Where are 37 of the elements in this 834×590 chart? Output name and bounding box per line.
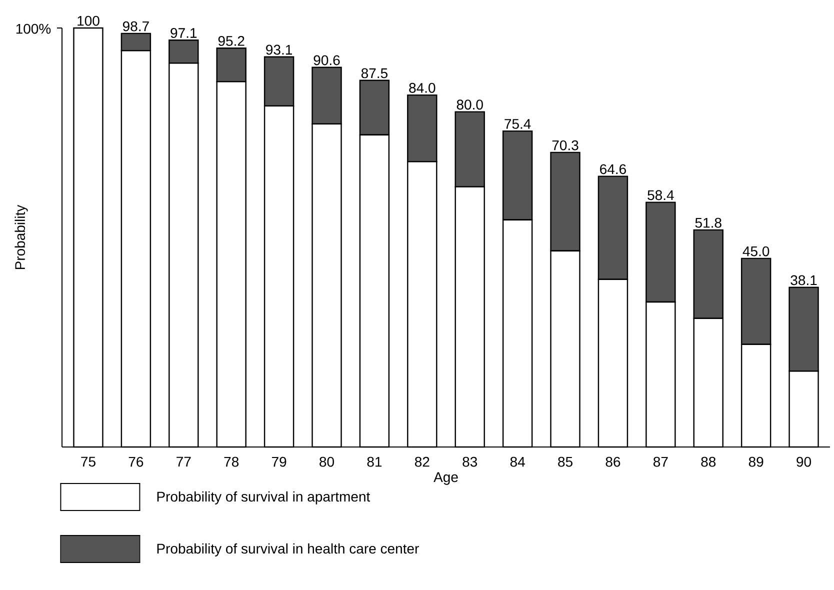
total-label: 70.3	[552, 140, 578, 150]
total-label: 64.6	[600, 164, 626, 174]
total-label: 90.6	[314, 55, 340, 66]
x-tick-label: 77	[176, 456, 191, 466]
total-label: 84.0	[409, 82, 436, 93]
total-label: 51.8	[695, 218, 722, 228]
x-tick-label: 82	[414, 456, 430, 467]
x-tick-label: 80	[320, 456, 334, 467]
x-tick-label: 89	[748, 456, 764, 467]
total-label: 100	[78, 16, 100, 26]
x-tick-label: 85	[558, 456, 572, 467]
x-tick-label: 86	[606, 456, 620, 467]
x-axis-title: Age	[434, 472, 458, 485]
x-tick-label: 78	[224, 456, 239, 467]
legend-label: Probability of survival in health care center	[157, 543, 419, 556]
total-label: 38.1	[790, 275, 817, 286]
total-label: 75.4	[504, 119, 531, 129]
x-tick-label: 83	[462, 456, 478, 467]
total-label: 45.0	[742, 246, 770, 256]
total-label: 58.4	[648, 190, 674, 200]
x-tick-label: 75	[81, 456, 96, 467]
x-tick-label: 87	[653, 456, 668, 467]
x-tick-label: 81	[367, 456, 382, 467]
total-label: 98.7	[122, 21, 149, 32]
x-tick-label: 84	[510, 456, 525, 467]
total-label: 93.1	[266, 44, 292, 55]
total-label: 95.2	[218, 36, 244, 46]
total-label: 87.5	[361, 68, 388, 78]
y-tick-label: 100%	[16, 24, 51, 34]
total-label: 80.0	[456, 100, 483, 110]
x-tick-label: 76	[128, 456, 144, 467]
x-tick-label: 88	[701, 456, 716, 467]
legend-label: Probability of survival in apartment	[157, 491, 370, 504]
x-tick-label: 90	[796, 456, 812, 467]
x-tick-label: 79	[272, 456, 286, 467]
total-label: 97.1	[170, 28, 197, 38]
y-axis-title: Probability	[14, 204, 28, 270]
